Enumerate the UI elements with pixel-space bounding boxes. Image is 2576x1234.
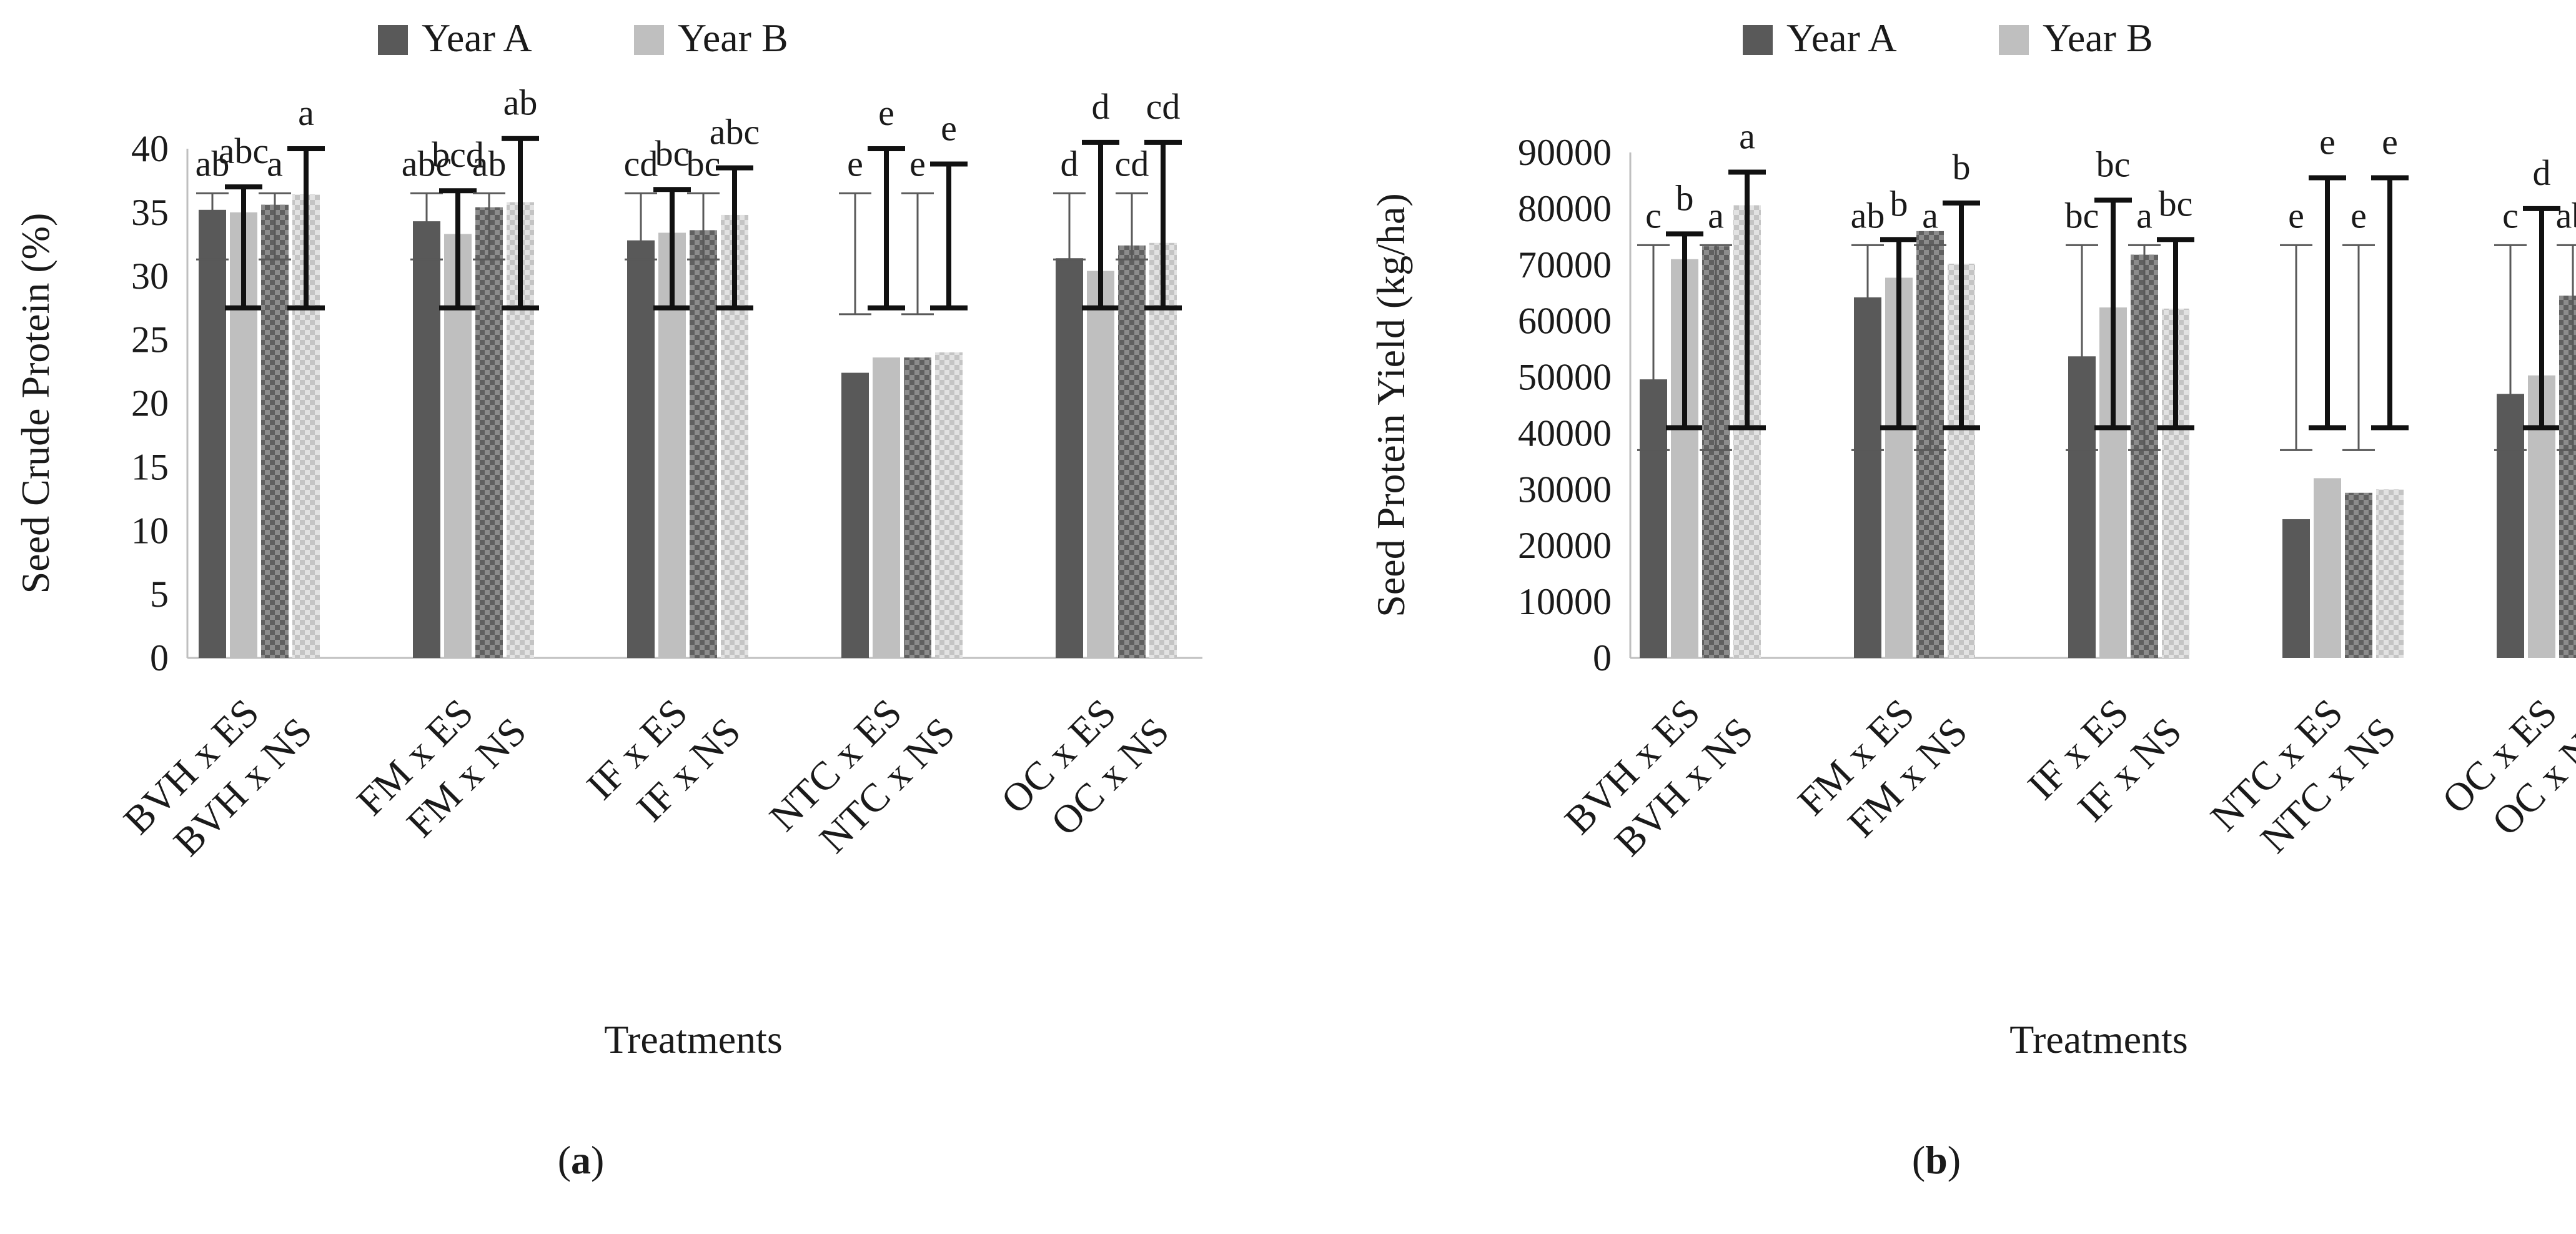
bar-b-ntc-s1 bbox=[2314, 478, 2341, 658]
legend-label-year-b-b: Year B bbox=[2043, 16, 2153, 60]
legend-swatch-year-a-a bbox=[378, 25, 408, 55]
letter-a-fm-s3: ab bbox=[503, 82, 538, 123]
y-tick-label-a-4: 20 bbox=[131, 383, 169, 424]
letter-b-bvh-s3: a bbox=[1739, 116, 1755, 156]
y-tick-label-b-6: 60000 bbox=[1518, 301, 1612, 342]
letter-a-ntc-s3: e bbox=[941, 107, 957, 148]
bar-a-ntc-s3 bbox=[935, 352, 963, 658]
letter-a-ntc-s1: e bbox=[878, 92, 894, 133]
x-axis-title-a: Treatments bbox=[604, 1017, 783, 1062]
letter-b-bvh-s1: b bbox=[1676, 177, 1694, 218]
caption-a-open: ( bbox=[557, 1138, 571, 1182]
bar-b-ntc-s2 bbox=[2345, 492, 2372, 658]
y-tick-label-a-6: 30 bbox=[131, 256, 169, 297]
legend-swatch-year-b-b bbox=[1999, 25, 2029, 55]
bar-a-oc-s1 bbox=[1087, 271, 1114, 659]
bar-a-if-s0 bbox=[627, 240, 655, 658]
y-tick-label-a-2: 10 bbox=[131, 510, 169, 551]
y-tick-label-a-7: 35 bbox=[131, 192, 169, 233]
bar-a-fm-s0 bbox=[413, 221, 440, 658]
y-tick-label-a-8: 40 bbox=[131, 128, 169, 169]
legend-label-year-b-a: Year B bbox=[678, 16, 788, 60]
letter-a-ntc-s0: e bbox=[847, 143, 863, 184]
y-tick-label-b-2: 20000 bbox=[1518, 525, 1612, 566]
y-axis-title-a: Seed Crude Protein (%) bbox=[13, 213, 57, 594]
letter-b-fm-s3: b bbox=[1953, 147, 1971, 187]
y-tick-label-a-5: 25 bbox=[131, 319, 169, 361]
bar-a-ntc-s1 bbox=[873, 357, 900, 658]
chart-b-seed-protein-yield: 0 10000 20000 30000 40000 50000 60000 70000 8000… bbox=[1369, 16, 2576, 1062]
y-axis-title-b: Seed Protein Yield (kg/ha) bbox=[1369, 193, 1413, 617]
legend-label-year-a-b: Year A bbox=[1786, 16, 1897, 60]
letter-a-oc-s3: cd bbox=[1146, 86, 1181, 127]
y-tick-label-b-8: 80000 bbox=[1518, 188, 1612, 229]
letter-a-if-s1: bc bbox=[655, 133, 690, 174]
letter-b-oc-s2: ab bbox=[2556, 195, 2576, 236]
bar-a-if-s2 bbox=[690, 230, 717, 658]
bar-a-ntc-s2 bbox=[904, 357, 931, 658]
bar-a-ntc-s0 bbox=[841, 372, 869, 658]
bar-b-ntc-s0 bbox=[2282, 519, 2310, 658]
y-tick-label-b-9: 90000 bbox=[1518, 132, 1612, 173]
letter-b-fm-s2: a bbox=[1922, 195, 1938, 236]
y-tick-label-a-0: 0 bbox=[150, 637, 169, 679]
caption-b-open: ( bbox=[1911, 1138, 1926, 1182]
legend-label-year-a-a: Year A bbox=[422, 16, 532, 60]
letter-a-bvh-s0: ab bbox=[196, 143, 230, 184]
letter-b-if-s2: a bbox=[2136, 195, 2152, 236]
letter-b-ntc-s0: e bbox=[2288, 195, 2304, 236]
letter-a-if-s0: cd bbox=[624, 143, 658, 184]
bar-a-bvh-s0 bbox=[199, 209, 226, 658]
letter-a-oc-s1: d bbox=[1092, 86, 1110, 127]
y-tick-label-a-3: 15 bbox=[131, 446, 169, 487]
y-tick-label-b-3: 30000 bbox=[1518, 469, 1612, 510]
letter-a-if-s2: bc bbox=[686, 143, 721, 184]
letter-a-fm-s1: bcd bbox=[432, 134, 484, 175]
y-tick-label-b-0: 0 bbox=[1593, 637, 1612, 679]
bar-a-oc-s0 bbox=[1056, 258, 1083, 659]
y-tick-label-b-5: 50000 bbox=[1518, 357, 1612, 398]
x-axis-title-b: Treatments bbox=[2009, 1017, 2188, 1062]
letter-b-fm-s0: ab bbox=[1851, 195, 1885, 236]
bar-a-oc-s2 bbox=[1118, 245, 1146, 659]
y-tick-label-a-1: 5 bbox=[150, 574, 169, 615]
caption-b-letter: b bbox=[1925, 1138, 1948, 1182]
panel-caption-a: (a) bbox=[518, 1137, 643, 1183]
chart-a-seed-crude-protein: 0 5 10 15 20 25 30 35 40 Seed Crude Protein (%) Tr… bbox=[13, 16, 1202, 1062]
y-tick-label-b-1: 10000 bbox=[1518, 581, 1612, 622]
caption-a-letter: a bbox=[571, 1138, 591, 1182]
letter-a-oc-s0: d bbox=[1061, 143, 1079, 184]
letter-b-if-s1: bc bbox=[2096, 144, 2131, 184]
bar-a-oc-s3 bbox=[1149, 242, 1177, 658]
legend-swatch-year-a-b bbox=[1743, 25, 1773, 55]
letter-b-if-s0: bc bbox=[2065, 195, 2099, 236]
letter-b-ntc-s3: e bbox=[2382, 121, 2398, 162]
y-tick-label-b-4: 40000 bbox=[1518, 412, 1612, 454]
bar-a-bvh-s2 bbox=[261, 204, 289, 658]
panel-caption-b: (b) bbox=[1874, 1137, 1999, 1183]
letter-a-bvh-s1: abc bbox=[219, 131, 269, 171]
letter-b-ntc-s2: e bbox=[2351, 195, 2367, 236]
letter-b-ntc-s1: e bbox=[2319, 121, 2336, 162]
letter-a-bvh-s2: a bbox=[267, 143, 283, 184]
caption-b-close: ) bbox=[1947, 1138, 1961, 1182]
letter-a-fm-s0: abc bbox=[402, 143, 452, 184]
legend-swatch-year-b-a bbox=[634, 25, 664, 55]
letter-b-bvh-s2: a bbox=[1708, 195, 1724, 236]
letter-a-if-s3: abc bbox=[710, 112, 760, 152]
letter-b-oc-s1: d bbox=[2533, 152, 2551, 193]
letter-b-fm-s1: b bbox=[1890, 183, 1908, 224]
y-tick-label-b-7: 70000 bbox=[1518, 244, 1612, 286]
bar-a-fm-s2 bbox=[475, 207, 503, 659]
letter-b-if-s3: bc bbox=[2159, 183, 2193, 224]
letter-b-oc-s0: c bbox=[2502, 195, 2519, 236]
letter-a-bvh-s3: a bbox=[298, 92, 314, 133]
letter-a-oc-s2: cd bbox=[1115, 143, 1149, 184]
letter-b-bvh-s0: c bbox=[1645, 195, 1662, 236]
caption-a-close: ) bbox=[591, 1138, 605, 1182]
letter-a-fm-s2: ab bbox=[472, 143, 507, 184]
letter-a-ntc-s2: e bbox=[909, 143, 926, 184]
bar-b-ntc-s3 bbox=[2376, 489, 2404, 658]
